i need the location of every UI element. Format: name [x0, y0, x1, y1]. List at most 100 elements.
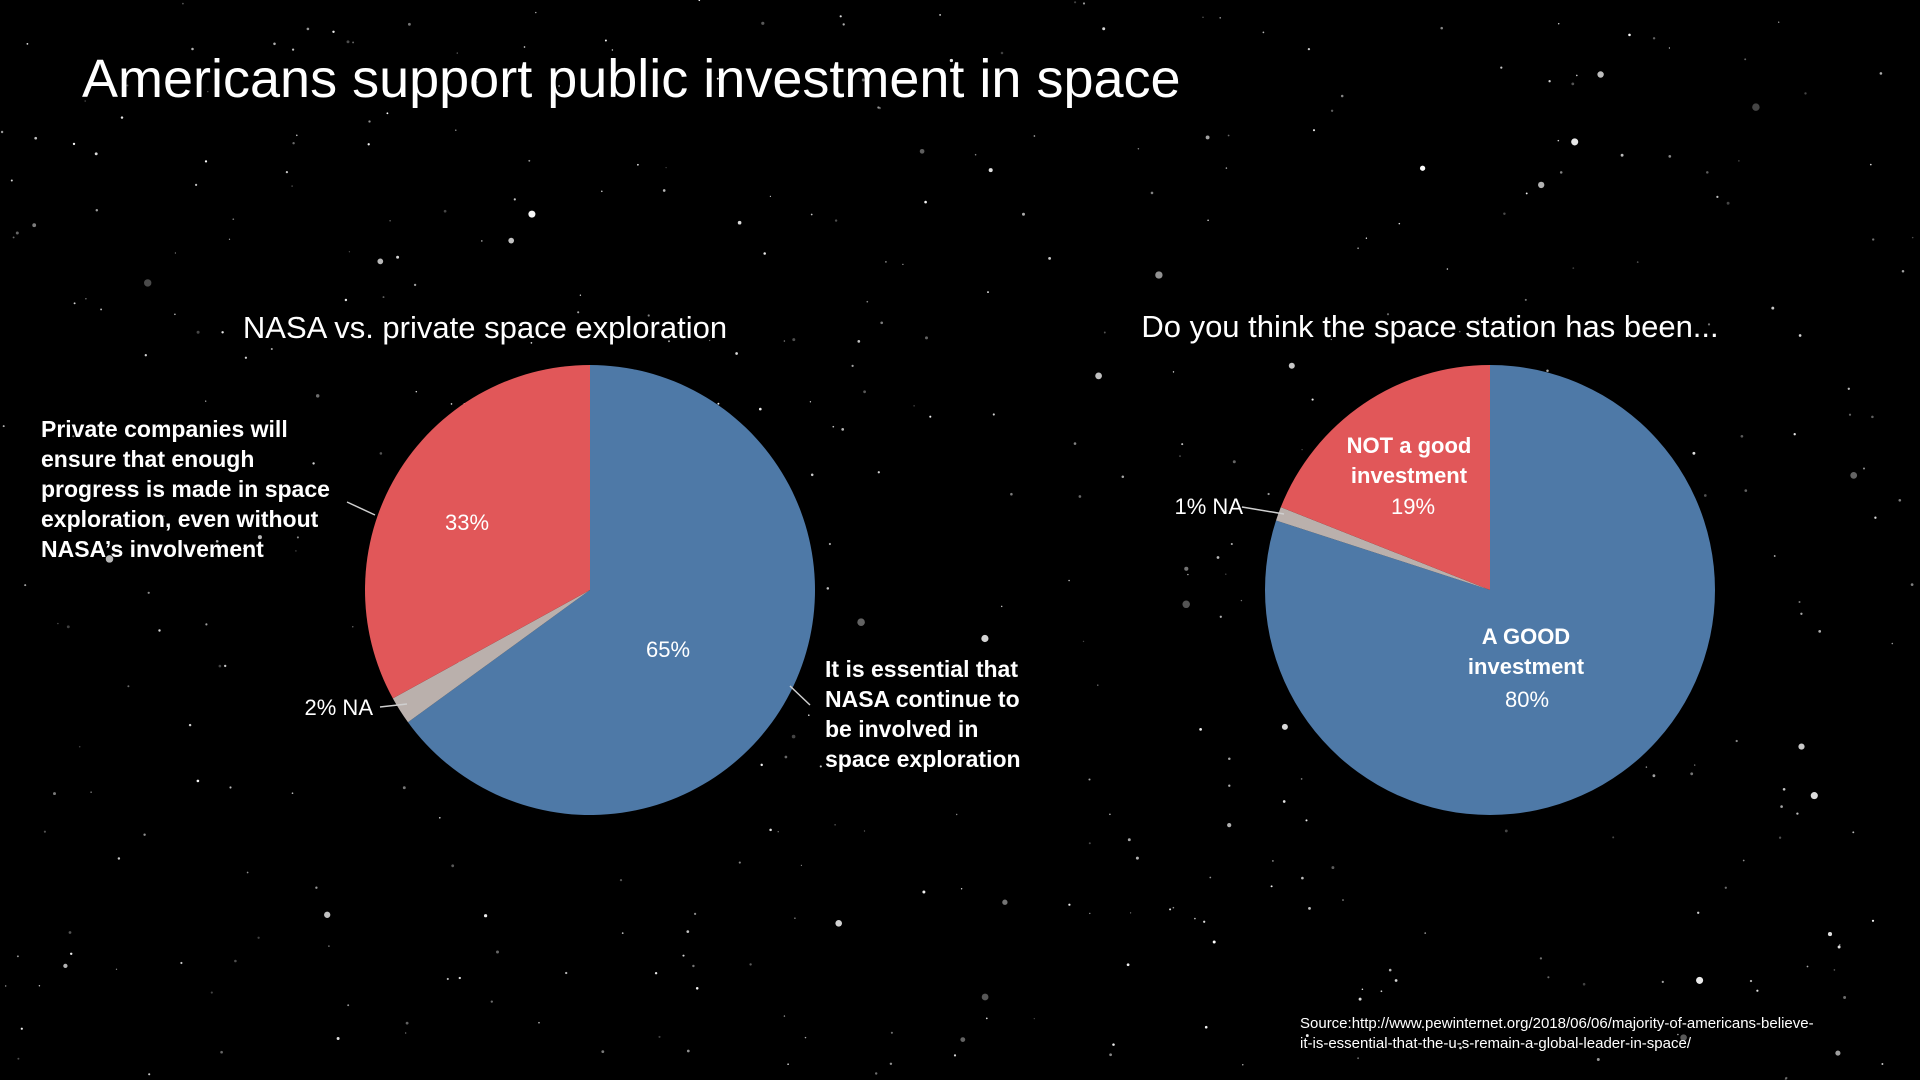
star	[1862, 467, 1866, 470]
star	[352, 41, 355, 44]
star	[1330, 338, 1332, 341]
star	[981, 993, 989, 1001]
star	[1752, 103, 1760, 111]
star	[981, 634, 989, 643]
star	[246, 871, 249, 874]
slice-category-label: A GOOD	[1482, 624, 1570, 649]
star	[769, 828, 772, 832]
star	[336, 1037, 340, 1040]
na-label: 1% NA	[1175, 494, 1244, 519]
star	[1504, 829, 1508, 833]
star	[1652, 37, 1656, 40]
star	[695, 987, 699, 990]
star	[1219, 17, 1221, 19]
star	[769, 195, 772, 197]
star	[528, 210, 536, 218]
star	[195, 183, 198, 186]
star	[1281, 723, 1288, 730]
star	[1270, 885, 1273, 888]
star	[1267, 492, 1270, 496]
star	[1082, 2, 1086, 5]
star	[94, 152, 98, 156]
star	[20, 1027, 23, 1030]
star	[1771, 306, 1775, 310]
star	[1103, 331, 1106, 334]
star	[1628, 33, 1631, 37]
star	[1798, 601, 1801, 603]
star	[1135, 856, 1139, 860]
star	[120, 116, 124, 119]
star	[1726, 201, 1730, 205]
star	[505, 89, 509, 93]
star	[196, 330, 200, 334]
star	[386, 112, 389, 115]
star	[1155, 271, 1163, 279]
star	[800, 864, 803, 867]
star	[1097, 684, 1099, 686]
star	[1088, 778, 1091, 781]
star	[348, 251, 351, 253]
star	[174, 252, 177, 254]
star	[63, 963, 68, 969]
slice-value-label: 33%	[445, 510, 489, 535]
chart-title: NASA vs. private space exploration	[243, 310, 727, 345]
star	[717, 402, 720, 405]
star	[163, 515, 165, 517]
star	[379, 452, 383, 455]
star	[413, 283, 417, 287]
star	[148, 1073, 151, 1076]
star	[716, 77, 719, 80]
star	[1668, 47, 1670, 49]
star	[621, 932, 624, 934]
star	[992, 413, 995, 416]
star	[224, 664, 227, 668]
star	[1209, 876, 1212, 879]
star	[1357, 1057, 1360, 1060]
star	[1074, 1, 1077, 4]
star	[1874, 516, 1877, 519]
star	[925, 336, 928, 340]
star	[1172, 906, 1175, 909]
star	[530, 342, 533, 344]
star	[53, 792, 56, 796]
star	[1661, 980, 1664, 984]
star	[1458, 330, 1461, 333]
star	[1230, 542, 1233, 546]
star	[210, 991, 213, 994]
star	[1424, 932, 1427, 934]
star	[143, 833, 146, 836]
star	[1546, 369, 1549, 372]
star	[1871, 415, 1874, 419]
star	[1088, 842, 1091, 845]
star	[1525, 192, 1528, 195]
star	[1179, 455, 1181, 457]
star	[835, 919, 843, 927]
star	[794, 917, 796, 920]
star	[889, 1062, 893, 1066]
star	[1557, 139, 1560, 142]
star	[346, 40, 350, 44]
leader-line	[346, 501, 376, 516]
star	[637, 163, 639, 166]
star	[1216, 556, 1220, 559]
star	[1380, 990, 1383, 993]
star	[1835, 1050, 1841, 1056]
star	[1312, 129, 1316, 132]
star	[1843, 996, 1847, 999]
star	[1707, 323, 1711, 326]
star	[686, 930, 690, 933]
star	[1394, 979, 1398, 982]
star	[312, 462, 315, 465]
star	[929, 415, 932, 418]
star	[1361, 988, 1364, 990]
star	[508, 237, 515, 244]
star	[922, 890, 926, 894]
star	[523, 46, 526, 48]
star	[257, 936, 260, 939]
star	[662, 189, 666, 192]
star	[877, 471, 880, 474]
star	[601, 1050, 605, 1054]
star	[180, 961, 183, 965]
star	[667, 340, 671, 343]
star	[1095, 372, 1102, 380]
